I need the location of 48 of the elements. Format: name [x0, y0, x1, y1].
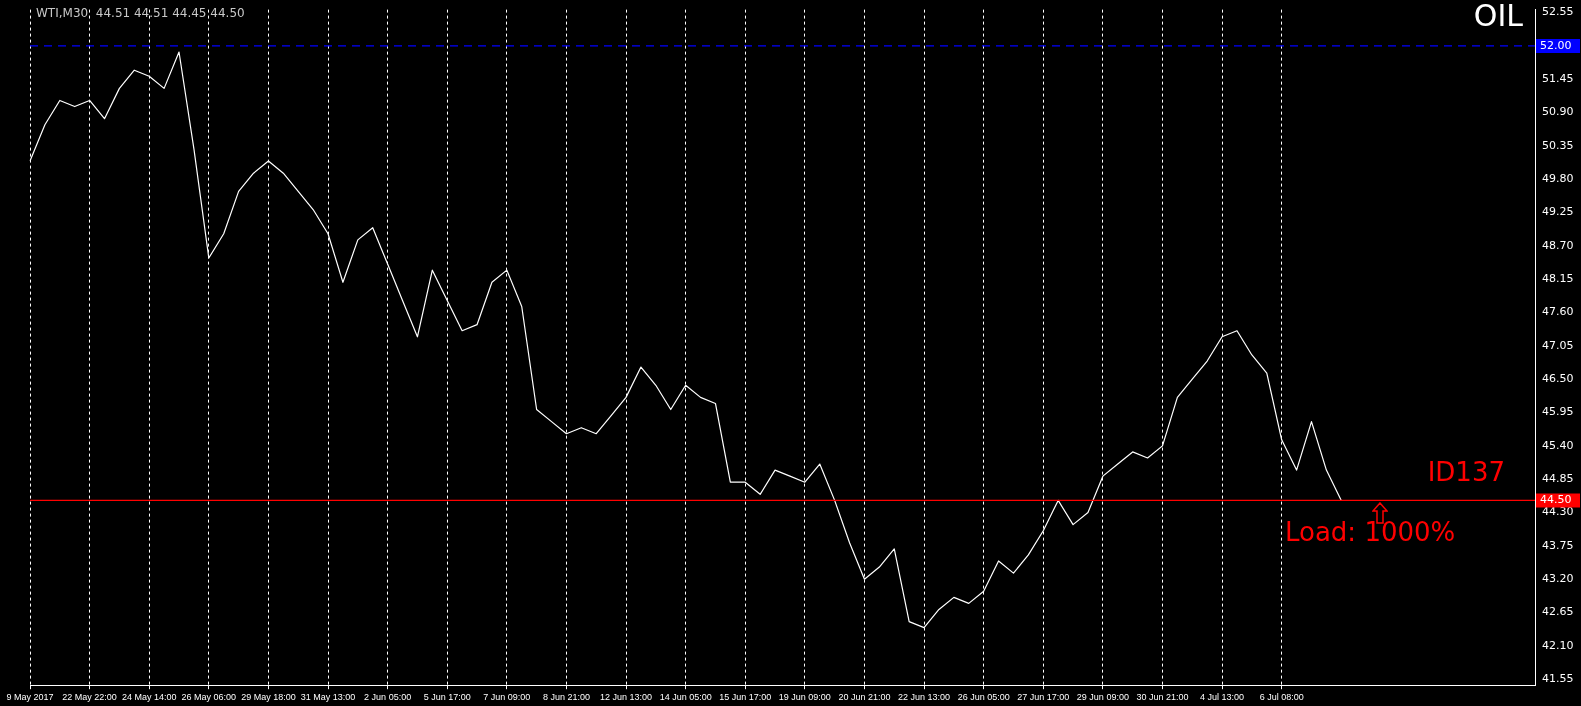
- y-tick-label: 50.90: [1542, 105, 1574, 119]
- x-tick-label: 29 May 18:00: [241, 692, 296, 703]
- x-tick-label: 9 May 2017: [6, 692, 54, 703]
- x-tick-label: 22 Jun 13:00: [898, 692, 951, 703]
- y-tick-label: 43.20: [1542, 572, 1574, 586]
- y-tick-label: 44.85: [1542, 472, 1574, 486]
- x-tick-label: 29 Jun 09:00: [1076, 692, 1129, 703]
- x-tick-label: 26 Jun 05:00: [957, 692, 1010, 703]
- y-tick-label: 45.95: [1542, 405, 1574, 419]
- x-tick-label: 6 Jul 08:00: [1259, 692, 1304, 703]
- y-tick-label: 48.70: [1542, 238, 1574, 252]
- x-tick-label: 19 Jun 09:00: [778, 692, 831, 703]
- x-tick-label: 4 Jul 13:00: [1200, 692, 1245, 703]
- x-tick-label: 27 Jun 17:00: [1017, 692, 1070, 703]
- x-tick-label: 22 May 22:00: [62, 692, 117, 703]
- x-tick-label: 30 Jun 21:00: [1136, 692, 1189, 703]
- chart-title: OIL: [1473, 0, 1524, 33]
- x-tick-label: 24 May 14:00: [121, 692, 177, 703]
- ref-line-label: 52.00: [1540, 38, 1572, 52]
- annotation: ID137: [1427, 457, 1505, 488]
- x-tick-label: 7 Jun 09:00: [483, 692, 531, 703]
- y-tick-label: 45.40: [1542, 438, 1574, 452]
- y-tick-label: 42.65: [1542, 605, 1574, 619]
- y-tick-label: 49.25: [1542, 205, 1574, 219]
- ref-line-label: 44.50: [1540, 493, 1572, 507]
- x-tick-label: 26 May 06:00: [181, 692, 237, 703]
- y-tick-label: 51.45: [1542, 72, 1574, 86]
- x-tick-label: 2 Jun 05:00: [364, 692, 412, 703]
- y-tick-label: 49.80: [1542, 172, 1574, 186]
- x-tick-label: 15 Jun 17:00: [719, 692, 772, 703]
- y-tick-label: 47.05: [1542, 338, 1574, 352]
- x-tick-label: 8 Jun 21:00: [542, 692, 590, 703]
- y-tick-label: 47.60: [1542, 305, 1574, 319]
- y-tick-label: 43.75: [1542, 538, 1574, 552]
- y-tick-label: 46.50: [1542, 372, 1574, 386]
- y-tick-label: 52.55: [1542, 5, 1574, 19]
- x-tick-label: 20 Jun 21:00: [838, 692, 891, 703]
- y-tick-label: 44.30: [1542, 505, 1574, 519]
- y-tick-label: 48.15: [1542, 272, 1574, 286]
- y-tick-label: 50.35: [1542, 138, 1574, 152]
- y-tick-label: 41.55: [1542, 672, 1574, 685]
- y-tick-label: 42.10: [1542, 638, 1574, 652]
- x-tick-label: 5 Jun 17:00: [423, 692, 471, 703]
- annotation: WTI,M30 44.51 44.51 44.45 44.50: [36, 6, 245, 21]
- annotation: Load: 1000%: [1285, 517, 1456, 548]
- x-tick-label: 14 Jun 05:00: [659, 692, 712, 703]
- x-tick-label: 31 May 13:00: [300, 692, 356, 703]
- x-tick-label: 12 Jun 13:00: [600, 692, 653, 703]
